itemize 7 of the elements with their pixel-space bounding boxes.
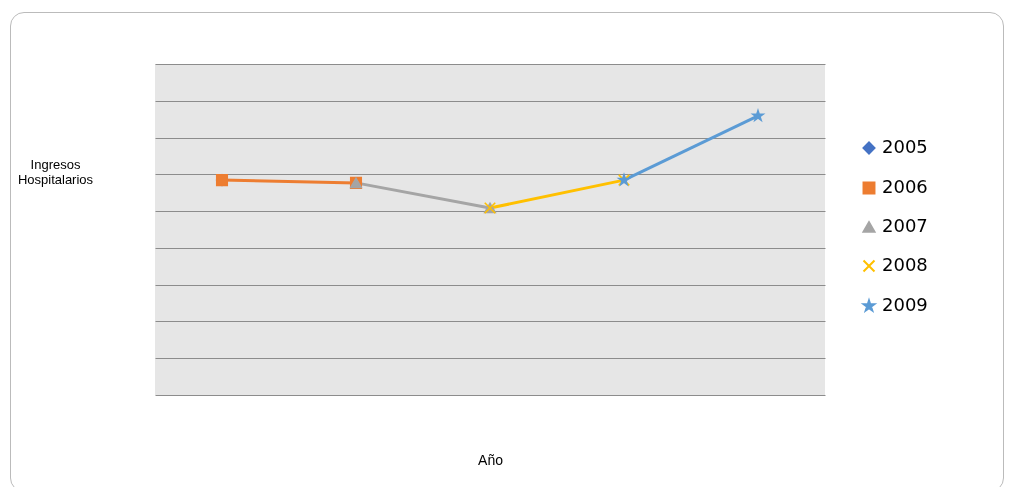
x-axis-title: Año: [478, 451, 504, 468]
legend-label: 2007: [882, 215, 928, 236]
legend-label: 2009: [882, 294, 928, 315]
legend-label: 2008: [882, 254, 928, 275]
legend-label: 2005: [882, 136, 928, 157]
y-axis-title: Ingresos Hospitalarios: [17, 156, 94, 187]
legend-label: 2006: [882, 176, 928, 197]
